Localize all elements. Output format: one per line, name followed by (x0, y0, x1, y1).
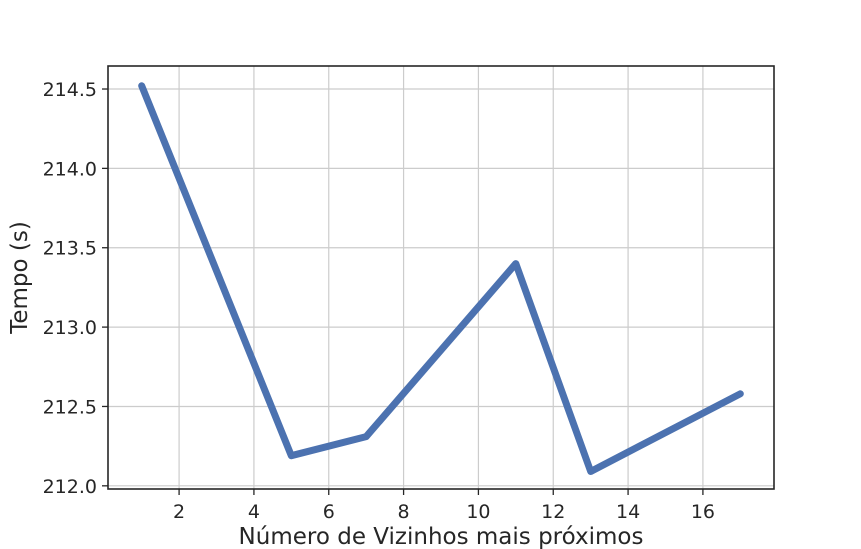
y-tick-label: 214.0 (43, 158, 97, 180)
x-tick-label: 2 (173, 501, 185, 523)
y-tick-label: 212.5 (43, 396, 97, 418)
y-axis-label: Tempo (s) (7, 221, 33, 335)
x-tick-label: 12 (541, 501, 565, 523)
x-tick-label: 16 (691, 501, 715, 523)
plot-frame (107, 65, 775, 490)
y-tick-label: 213.5 (43, 238, 97, 260)
x-tick-label: 10 (466, 501, 490, 523)
x-tick-label: 8 (398, 501, 410, 523)
x-axis-ticks: 2 4 6 8 10 12 14 16 (173, 489, 715, 523)
x-tick-label: 4 (248, 501, 260, 523)
x-tick-label: 14 (616, 501, 640, 523)
series-layer (138, 82, 744, 475)
x-axis-label: Número de Vizinhos mais próximos (239, 524, 644, 549)
x-tick-label: 6 (323, 501, 335, 523)
series-line (138, 82, 744, 475)
y-axis-ticks: 212.0 212.5 213.0 213.5 214.0 214.5 (43, 79, 108, 498)
y-tick-label: 213.0 (43, 317, 97, 339)
y-tick-label: 214.5 (43, 79, 97, 101)
grid (108, 66, 774, 489)
y-tick-label: 212.0 (43, 476, 97, 498)
